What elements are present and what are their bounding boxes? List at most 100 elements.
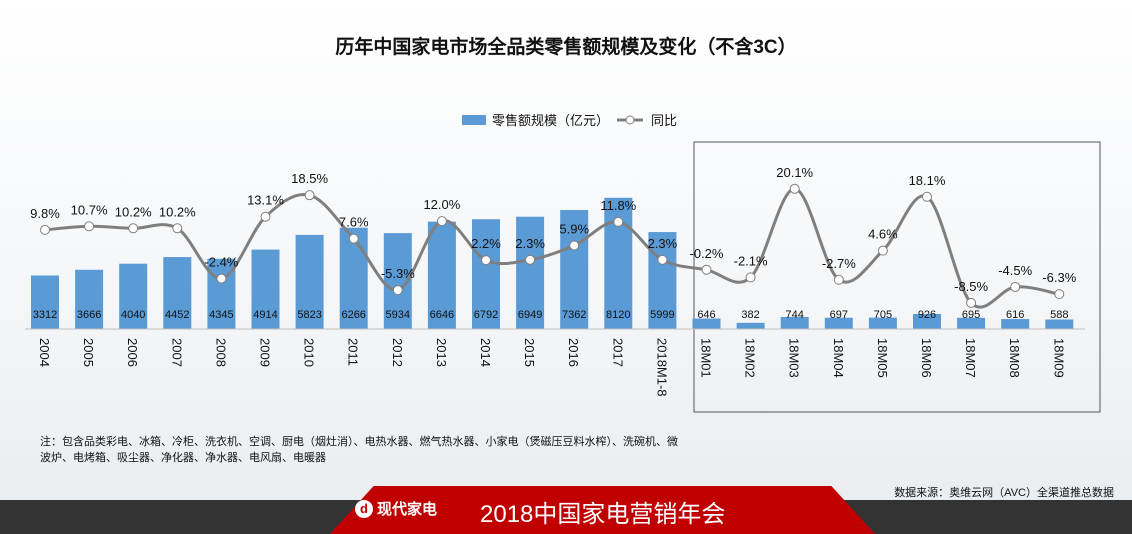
yoy-point	[392, 285, 403, 296]
bar	[427, 221, 456, 329]
yoy-label: 10.2%	[115, 204, 152, 219]
bar-value-label: 6266	[341, 309, 365, 321]
bar	[119, 263, 148, 329]
bar-value-label: 5999	[650, 309, 674, 321]
bar-value-label: 4452	[165, 309, 189, 321]
yoy-point	[569, 240, 580, 251]
x-tick-label: 18M03	[787, 338, 802, 378]
yoy-label: 10.2%	[159, 204, 196, 219]
event-title: 2018中国家电营销年会	[480, 501, 726, 528]
bar-value-label: 697	[830, 309, 848, 321]
chart-title: 历年中国家电市场全品类零售额规模及变化（不含3C）	[335, 37, 797, 58]
x-tick-label: 18M01	[699, 338, 714, 378]
x-tick-label: 2010	[302, 338, 317, 367]
legend-line-label: 同比	[651, 113, 678, 128]
bar-value-label: 744	[786, 309, 804, 321]
bar-value-label: 6792	[474, 309, 498, 321]
bar-value-label: 646	[697, 309, 715, 321]
bar-value-label: 3666	[77, 309, 101, 321]
yoy-point	[40, 224, 50, 235]
yoy-label: 13.1%	[247, 193, 284, 208]
bar-value-label: 926	[918, 309, 936, 321]
yoy-point	[613, 216, 624, 227]
x-tick-label: 18M05	[875, 338, 890, 378]
bar	[251, 249, 280, 329]
bar-value-label: 6646	[430, 309, 454, 321]
x-tick-label: 2012	[390, 338, 405, 367]
bar	[31, 275, 59, 329]
yoy-point	[348, 233, 359, 244]
yoy-label: 7.6%	[339, 215, 369, 230]
x-tick-label: 2007	[169, 338, 184, 367]
bar	[913, 314, 941, 329]
yoy-point	[789, 183, 800, 194]
yoy-point	[172, 223, 183, 234]
bar-value-label: 4914	[253, 309, 277, 321]
yoy-point	[128, 223, 139, 234]
bar-value-label: 616	[1006, 309, 1024, 321]
x-tick-label: 2008	[213, 338, 228, 367]
yoy-label: -2.7%	[822, 256, 856, 271]
yoy-label: 9.8%	[30, 206, 60, 221]
yoy-point	[922, 191, 932, 202]
bar-value-label: 4345	[209, 309, 233, 321]
bar	[1045, 319, 1074, 329]
yoy-label: -6.3%	[1042, 270, 1076, 285]
bar-value-label: 588	[1050, 309, 1068, 321]
yoy-label: 18.5%	[291, 171, 328, 186]
bar	[868, 317, 897, 329]
yoy-label: 20.1%	[776, 165, 813, 180]
logo-icon: d	[355, 499, 373, 518]
yoy-point	[701, 264, 712, 275]
yoy-line	[44, 187, 1060, 309]
yoy-label: 18.1%	[909, 173, 946, 188]
x-tick-label: 2016	[566, 338, 581, 367]
bar	[295, 234, 324, 329]
yoy-label: -8.5%	[954, 279, 988, 294]
bar	[560, 210, 589, 329]
yoy-label: -0.2%	[690, 246, 724, 261]
bar	[648, 232, 677, 329]
yoy-label: -4.5%	[998, 263, 1032, 278]
yoy-label: -2.4%	[204, 255, 238, 270]
yoy-point	[260, 211, 271, 222]
yoy-label: 2.3%	[648, 236, 678, 251]
yoy-point	[966, 297, 977, 308]
x-tick-label: 2018M1-8	[654, 338, 669, 397]
logo-text: 现代家电	[377, 501, 438, 518]
x-tick-label: 2015	[522, 338, 537, 367]
logo: d 现代家电	[355, 498, 437, 519]
x-tick-label: 18M06	[919, 338, 934, 378]
bar	[339, 227, 368, 329]
yoy-point	[304, 190, 315, 201]
x-tick-label: 18M07	[963, 338, 978, 378]
bar-value-label: 5934	[386, 309, 410, 321]
yoy-label: -5.3%	[381, 266, 415, 281]
yoy-point	[877, 245, 888, 256]
legend-bar-label: 零售额规模（亿元）	[492, 113, 610, 128]
bar-value-label: 7362	[562, 309, 586, 321]
yoy-label: 2.3%	[515, 236, 545, 251]
bar	[824, 317, 853, 329]
bar	[957, 317, 986, 329]
bar-value-label: 4040	[121, 309, 145, 321]
yoy-label: -2.1%	[734, 253, 768, 268]
yoy-point	[216, 273, 227, 284]
bar-value-label: 6949	[518, 309, 542, 321]
bar-value-label: 695	[962, 309, 980, 321]
x-tick-label: 18M09	[1051, 338, 1066, 378]
footnote: 注：包含品类彩电、冰箱、冷柜、洗衣机、空调、厨电（烟灶消）、电热水器、燃气热水器…	[40, 436, 678, 464]
legend-bar-swatch	[462, 114, 486, 125]
x-tick-label: 2009	[258, 338, 273, 367]
yoy-point	[84, 221, 95, 232]
x-tick-label: 2014	[478, 338, 493, 367]
x-tick-label: 2006	[125, 338, 140, 367]
yoy-point	[745, 272, 756, 283]
bar-value-label: 3312	[33, 309, 57, 321]
bar	[516, 216, 545, 329]
yoy-point	[525, 254, 536, 265]
x-tick-label: 2013	[434, 338, 449, 367]
yoy-point	[1054, 289, 1065, 300]
footer-banner	[330, 486, 875, 534]
